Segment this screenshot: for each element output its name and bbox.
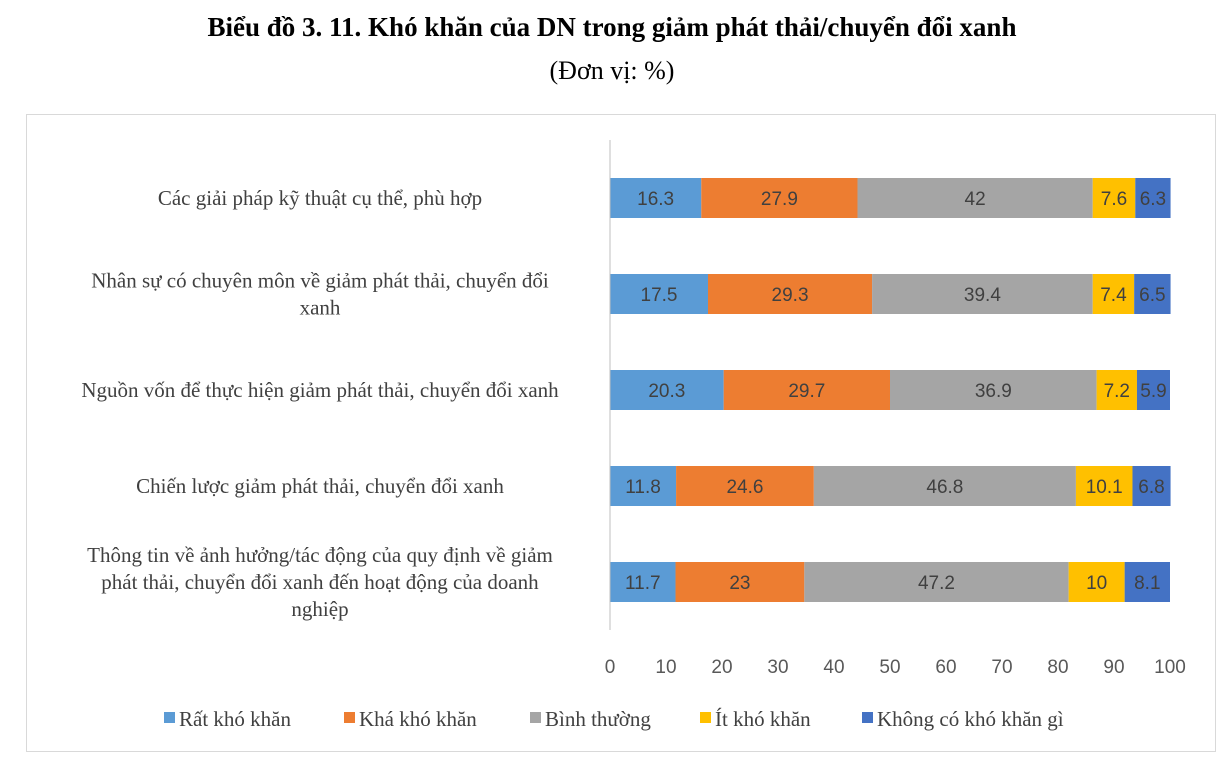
bar-segment	[675, 562, 805, 602]
bar-segment	[676, 466, 814, 506]
x-axis: 0 10 20 30 40 50 60 70 80 90 100	[605, 140, 1186, 678]
legend-label: Ít khó khăn	[715, 707, 811, 731]
x-tick-label: 50	[879, 657, 900, 678]
data-label: 6.5	[1139, 285, 1165, 306]
bar-segment	[1136, 370, 1170, 410]
bar-segment	[857, 178, 1093, 218]
bar-segment	[1135, 178, 1171, 218]
x-tick-label: 0	[605, 657, 616, 678]
bar-segment	[610, 466, 677, 506]
bar-segment	[1096, 370, 1137, 410]
data-label: 24.6	[726, 477, 763, 498]
category-label: Nguồn vốn để thực hiện giảm phát thải, c…	[81, 378, 559, 402]
x-tick-label: 40	[823, 657, 844, 678]
legend-swatch	[164, 712, 175, 723]
data-label: 42	[965, 189, 986, 210]
chart-title: Biểu đồ 3. 11. Khó khăn của DN trong giả…	[207, 12, 1017, 42]
data-label: 6.8	[1138, 477, 1164, 498]
category-label: Chiến lược giảm phát thải, chuyển đổi xa…	[136, 474, 504, 498]
bar-segment	[610, 370, 724, 410]
data-label: 8.1	[1134, 573, 1160, 594]
data-label: 46.8	[926, 477, 963, 498]
legend-swatch	[344, 712, 355, 723]
legend: Rất khó khăn Khá khó khăn Bình thường Ít kh…	[164, 707, 1064, 731]
bar-segment	[1092, 274, 1135, 314]
legend-swatch	[530, 712, 541, 723]
data-label: 11.7	[625, 573, 661, 594]
x-tick-label: 70	[991, 657, 1012, 678]
data-label: 7.2	[1104, 381, 1130, 402]
data-label: 23	[729, 573, 750, 594]
bar-segment	[1075, 466, 1133, 506]
data-label: 29.3	[772, 285, 809, 306]
bar-segment	[1068, 562, 1125, 602]
bars-group: 16.3 27.9 42 7.6 6.3 17.5 29.3 39.4 7.4 6.5 20.3 29…	[610, 178, 1171, 602]
category-label: Nhân sự có chuyên môn về giảm phát thải,…	[91, 269, 549, 320]
bar-segment	[610, 274, 708, 314]
data-label: 7.4	[1100, 285, 1127, 306]
category-label: Các giải pháp kỹ thuật cụ thể, phù hợp	[158, 186, 482, 210]
data-label: 5.9	[1140, 381, 1166, 402]
legend-swatch	[700, 712, 711, 723]
bar-segment	[1124, 562, 1170, 602]
data-label: 7.6	[1101, 189, 1127, 210]
data-label: 10.1	[1086, 477, 1123, 498]
x-tick-label: 20	[711, 657, 732, 678]
x-tick-label: 10	[655, 657, 676, 678]
legend-swatch	[862, 712, 873, 723]
data-label: 20.3	[648, 381, 685, 402]
chart-subtitle: (Đơn vị: %)	[549, 56, 675, 85]
bar-segment	[813, 466, 1076, 506]
data-label: 27.9	[761, 189, 798, 210]
legend-label: Khá khó khăn	[359, 707, 477, 731]
category-label: Thông tin về ảnh hưởng/tác động của quy …	[87, 543, 553, 621]
bar-segment	[610, 178, 702, 218]
x-tick-label: 90	[1103, 657, 1124, 678]
bar-segment	[610, 562, 676, 602]
data-label: 17.5	[641, 285, 678, 306]
category-labels: Các giải pháp kỹ thuật cụ thể, phù hợp Nh…	[81, 186, 559, 621]
bar-segment	[701, 178, 858, 218]
bar-segment	[723, 370, 890, 410]
x-tick-label: 30	[767, 657, 788, 678]
bar-segment	[708, 274, 873, 314]
bar-segment	[1132, 466, 1171, 506]
data-label: 11.8	[625, 477, 661, 498]
bar-segment	[1092, 178, 1136, 218]
x-tick-label: 60	[935, 657, 956, 678]
data-label: 10	[1086, 573, 1107, 594]
x-tick-label: 100	[1154, 657, 1186, 678]
legend-label: Bình thường	[545, 707, 651, 731]
data-label: 47.2	[918, 573, 955, 594]
bar-segment	[890, 370, 1097, 410]
data-label: 29.7	[788, 381, 825, 402]
bar-segment	[1134, 274, 1171, 314]
data-label: 39.4	[964, 285, 1001, 306]
chart-frame	[26, 114, 1216, 752]
legend-label: Không có khó khăn gì	[877, 707, 1064, 731]
data-label: 16.3	[637, 189, 674, 210]
x-tick-label: 80	[1047, 657, 1068, 678]
bar-segment	[804, 562, 1069, 602]
legend-label: Rất khó khăn	[179, 707, 291, 731]
data-label: 36.9	[975, 381, 1012, 402]
data-label: 6.3	[1140, 189, 1166, 210]
bar-segment	[872, 274, 1093, 314]
